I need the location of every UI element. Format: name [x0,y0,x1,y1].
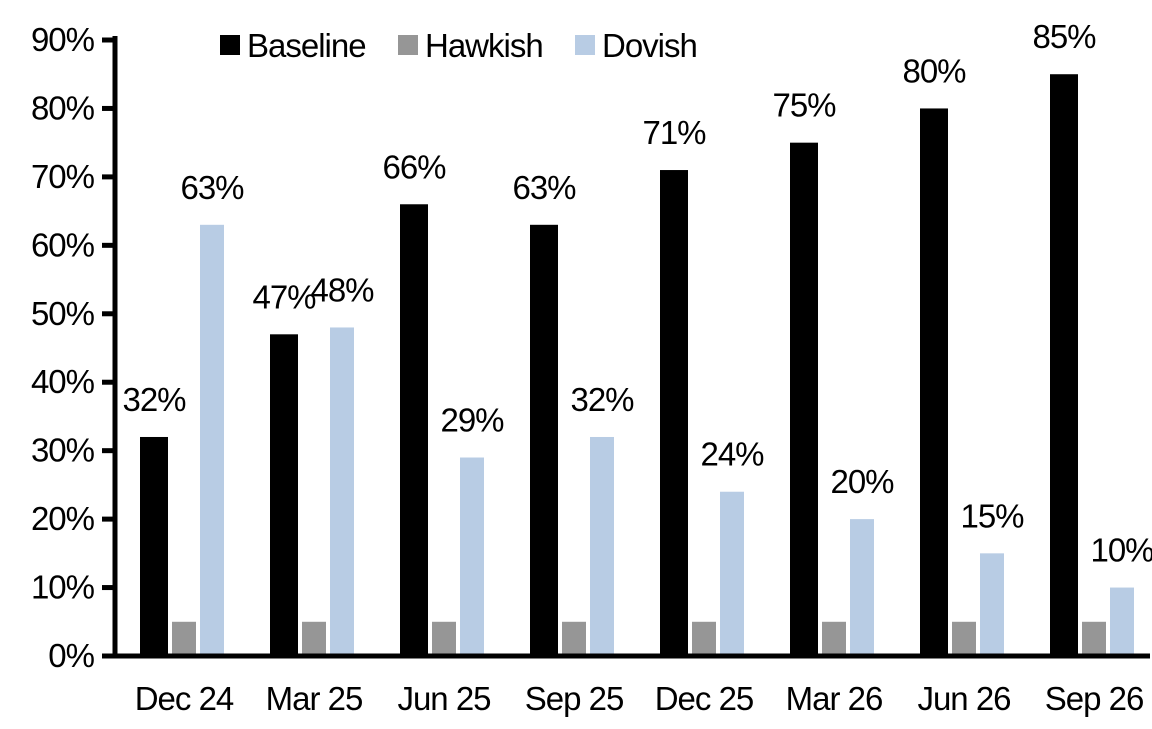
bar-baseline-sep-25 [530,224,558,659]
bar-dovish-sep-25 [590,436,614,658]
y-axis-tick-label-40%: 40% [31,363,95,400]
x-axis-label-sep-26: Sep 26 [1045,680,1144,717]
value-label-dovish-mar-26: 20% [830,463,894,500]
x-axis-label-jun-26: Jun 26 [917,680,1010,717]
y-axis-tick-label-30%: 30% [31,432,95,469]
value-label-baseline-sep-26: 85% [1032,18,1096,55]
legend-label-baseline: Baseline [247,27,366,64]
value-label-baseline-jun-25: 66% [382,148,446,185]
bar-baseline-jun-25 [400,204,428,658]
y-axis-tick-label-80%: 80% [31,89,95,126]
bar-dovish-sep-26 [1110,587,1134,658]
x-axis-label-mar-26: Mar 26 [786,680,883,717]
bar-hawkish-dec-24 [172,621,196,658]
bar-baseline-mar-26 [790,142,818,658]
value-label-baseline-dec-24: 32% [122,381,186,418]
bar-hawkish-sep-25 [562,621,586,658]
bar-dovish-mar-25 [330,327,354,658]
value-label-baseline-mar-25: 47% [252,278,316,315]
legend-swatch-dovish [575,35,595,55]
bar-baseline-sep-26 [1050,74,1078,658]
value-label-baseline-dec-25: 71% [642,114,706,151]
legend-label-hawkish: Hawkish [425,27,543,64]
x-axis-label-dec-24: Dec 24 [135,680,234,717]
x-axis-label-dec-25: Dec 25 [655,680,754,717]
y-axis-tick-label-20%: 20% [31,500,95,537]
value-label-dovish-dec-25: 24% [700,436,764,473]
bar-hawkish-jun-26 [952,621,976,658]
bar-dovish-jun-25 [460,457,484,658]
value-label-dovish-sep-25: 32% [570,381,634,418]
value-label-dovish-sep-26: 10% [1090,532,1152,569]
x-axis-label-sep-25: Sep 25 [525,680,624,717]
x-axis-label-jun-25: Jun 25 [397,680,490,717]
x-axis-label-mar-25: Mar 25 [266,680,363,717]
bar-dovish-dec-24 [200,224,224,659]
bar-hawkish-dec-25 [692,621,716,658]
value-label-dovish-dec-24: 63% [180,169,244,206]
value-label-dovish-jun-26: 15% [960,497,1024,534]
bar-hawkish-mar-26 [822,621,846,658]
bar-hawkish-jun-25 [432,621,456,658]
value-label-dovish-mar-25: 48% [310,271,374,308]
bar-baseline-mar-25 [270,334,298,658]
value-label-baseline-sep-25: 63% [512,169,576,206]
y-axis-tick-label-60%: 60% [31,226,95,263]
bar-dovish-dec-25 [720,491,744,658]
bar-hawkish-sep-26 [1082,621,1106,658]
value-label-dovish-jun-25: 29% [440,402,504,439]
y-axis-tick-label-10%: 10% [31,569,95,606]
value-label-baseline-mar-26: 75% [772,87,836,124]
legend-swatch-hawkish [398,35,418,55]
bar-dovish-jun-26 [980,553,1004,658]
bar-hawkish-mar-25 [302,621,326,658]
bar-dovish-mar-26 [850,519,874,658]
y-axis-tick-label-90%: 90% [31,21,95,58]
bar-baseline-jun-26 [920,108,948,658]
legend-label-dovish: Dovish [602,27,697,64]
y-axis-tick-label-70%: 70% [31,158,95,195]
bar-baseline-dec-25 [660,170,688,659]
bar-baseline-dec-24 [140,436,168,658]
legend-swatch-baseline [220,35,240,55]
y-axis-tick-label-50%: 50% [31,295,95,332]
y-axis-tick-label-0%: 0% [48,637,94,674]
value-label-baseline-jun-26: 80% [902,52,966,89]
